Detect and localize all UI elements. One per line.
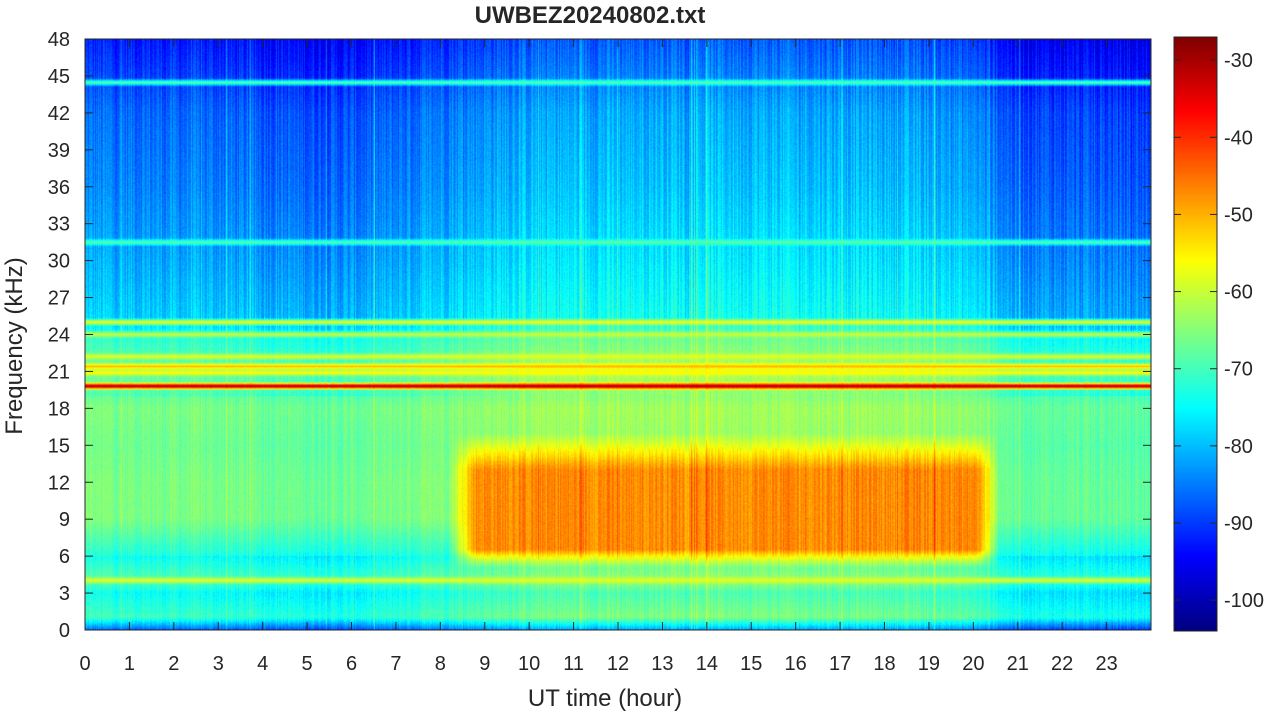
heatmap-canvas [85,39,1151,630]
y-tick-label: 30 [48,251,70,273]
x-tick-label: 16 [785,653,807,675]
x-tick-label: 6 [346,653,357,675]
y-tick-label: 48 [48,29,70,51]
x-tick-label: 1 [124,653,135,675]
colorbar-tick-label: -80 [1224,436,1253,458]
colorbar-frame [1173,36,1218,632]
x-tick-label: 19 [918,653,940,675]
x-axis-label: UT time (hour) [528,685,682,712]
x-tick-label: 8 [435,653,446,675]
y-tick-label: 0 [59,620,70,642]
x-tick-label: 13 [651,653,673,675]
y-tick-label: 18 [48,398,70,420]
chart-title: UWBEZ20240802.txt [475,2,706,29]
colorbar-ticks: -100 -90 -80 -70 -60 -50 -40 -30 [1174,50,1264,612]
y-tick-label: 45 [48,66,70,88]
y-axis-label: Frequency (kHz) [1,257,28,434]
x-tick-label: 0 [79,653,90,675]
x-axis: 0 1 2 3 4 5 6 7 8 9 10 11 12 13 14 15 16 17 18 19 20 21 22 23 [79,39,1118,675]
x-tick-label: 20 [962,653,984,675]
x-tick-label: 7 [390,653,401,675]
y-tick-label: 6 [59,546,70,568]
y-tick-label: 3 [59,583,70,605]
y-tick-label: 12 [48,472,70,494]
y-tick-label: 27 [48,288,70,310]
y-tick-label: 24 [48,325,70,347]
colorbar-tick-label: -40 [1224,127,1253,149]
x-tick-label: 11 [563,653,584,675]
colorbar-tick-label: -90 [1224,513,1253,535]
y-tick-label: 33 [48,214,70,236]
colorbar: -100 -90 -80 -70 -60 -50 -40 -30 [1173,36,1264,632]
x-tick-label: 4 [257,653,268,675]
y-tick-label: 15 [48,435,70,457]
x-tick-label: 22 [1051,653,1073,675]
x-tick-label: 5 [302,653,313,675]
colorbar-gradient [1174,37,1217,631]
x-tick-label: 3 [213,653,224,675]
y-tick-label: 9 [59,509,70,531]
x-tick-label: 17 [829,653,851,675]
x-tick-label: 21 [1007,653,1029,675]
x-tick-label: 15 [740,653,762,675]
x-tick-label: 9 [479,653,490,675]
x-tick-label: 18 [873,653,895,675]
x-tick-label: 14 [696,653,718,675]
colorbar-tick-label: -70 [1224,359,1253,381]
colorbar-tick-label: -50 [1224,204,1253,226]
x-tick-label: 12 [607,653,629,675]
y-tick-label: 42 [48,103,70,125]
y-tick-label: 36 [48,177,70,199]
colorbar-tick-label: -30 [1224,50,1253,72]
heatmap-plot [84,38,1152,631]
y-tick-label: 21 [48,361,70,383]
x-tick-label: 2 [168,653,179,675]
colorbar-tick-label: -100 [1224,590,1264,612]
colorbar-tick-label: -60 [1224,282,1253,304]
y-tick-label: 39 [48,140,70,162]
x-tick-label: 10 [518,653,540,675]
x-tick-label: 23 [1095,653,1117,675]
